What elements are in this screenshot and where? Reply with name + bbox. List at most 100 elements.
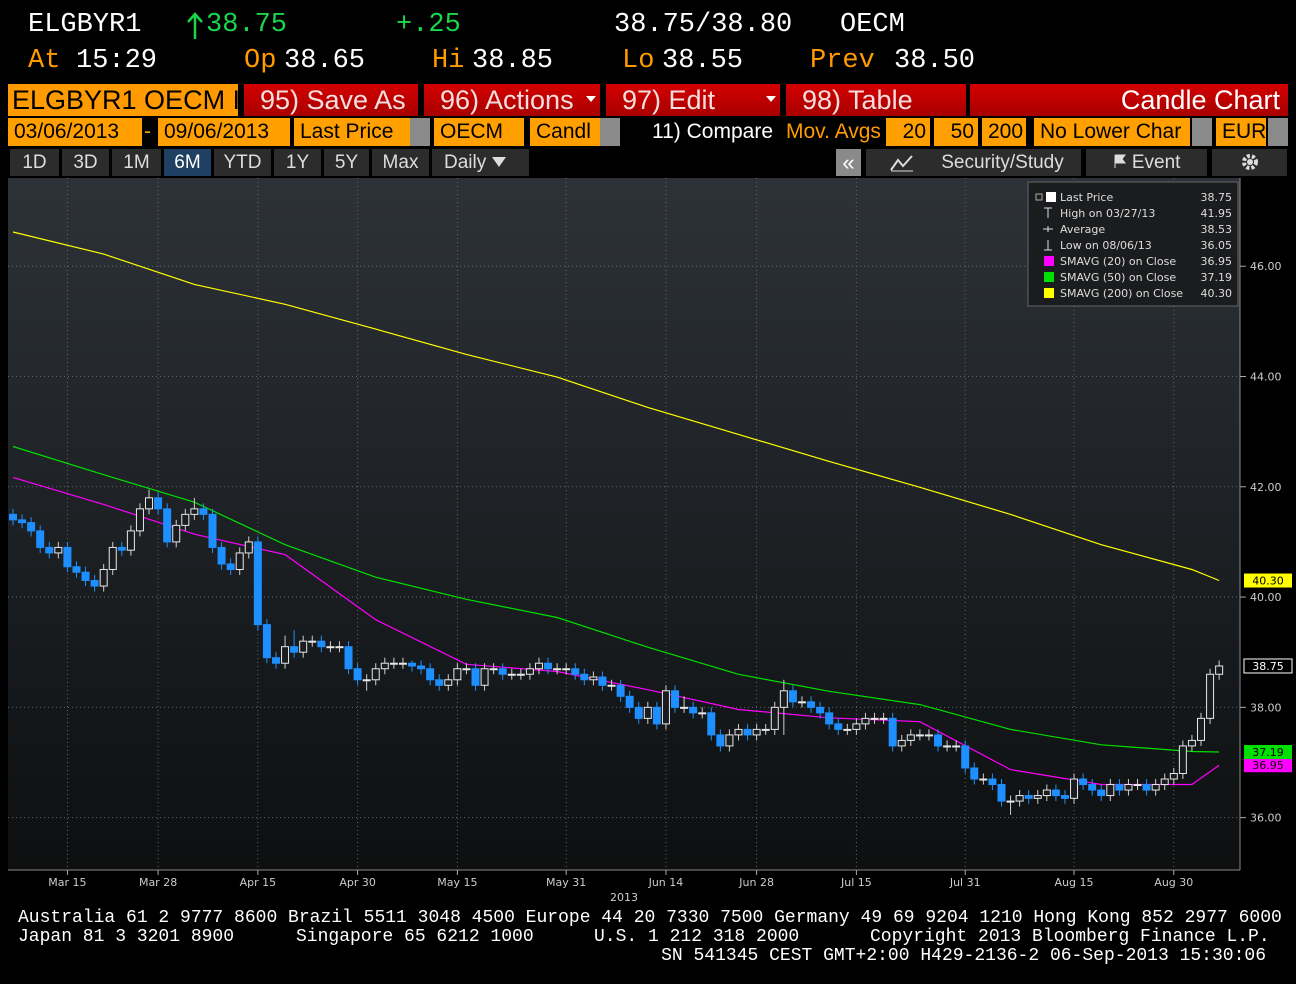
candle-body — [253, 541, 262, 626]
candle-body — [934, 734, 943, 747]
lower-chart-select[interactable]: No Lower Char — [1034, 118, 1190, 146]
collapse-button[interactable]: « — [836, 149, 862, 176]
event-button[interactable]: Event — [1086, 149, 1208, 176]
date-separator: - — [142, 118, 158, 146]
candle-body — [317, 640, 326, 648]
range-tab[interactable]: Max — [372, 149, 430, 176]
candle-body — [1088, 784, 1097, 791]
candle-body — [81, 571, 90, 582]
candle-body — [126, 530, 135, 551]
candle-body — [580, 673, 589, 681]
compare-button[interactable]: 11) Compare — [646, 118, 774, 146]
candle-body — [163, 508, 172, 543]
candle-body — [1187, 739, 1196, 747]
candle-body — [544, 662, 553, 670]
quote-label: Op — [244, 46, 277, 76]
legend-label: SMAVG (50) on Close — [1060, 271, 1176, 284]
candle-body — [861, 717, 870, 725]
candle-body — [643, 706, 652, 719]
candle-body — [444, 679, 453, 686]
dropdown[interactable] — [410, 118, 430, 146]
legend-swatch — [1044, 256, 1054, 266]
last-price: 38.75 — [206, 10, 288, 40]
candle-body — [18, 519, 27, 524]
ma-value-tag — [1244, 573, 1292, 588]
candle-body — [435, 679, 444, 686]
study-icon — [890, 155, 913, 172]
candle-body — [689, 706, 698, 714]
legend-value: 40.30 — [1201, 287, 1233, 300]
range-tab[interactable]: 1D — [10, 149, 60, 176]
candle-body — [1215, 665, 1224, 675]
legend-box — [1027, 181, 1239, 307]
range-tab[interactable]: 5Y — [324, 149, 370, 176]
security-field[interactable]: ELGBYR1 OECM I — [8, 84, 240, 116]
study-label: Security/Study — [941, 152, 1064, 173]
currency-select[interactable]: EUR — [1216, 118, 1266, 146]
quote-value: 38.65 — [284, 46, 366, 76]
ma-period[interactable]: 50 — [934, 118, 978, 146]
candle-body — [362, 679, 371, 682]
study-button[interactable]: Security/Study — [866, 149, 1082, 176]
x-tick-label: Apr 30 — [339, 876, 376, 889]
range-tab[interactable]: 1M — [112, 149, 162, 176]
style-select[interactable]: Candl — [530, 118, 600, 146]
candle-body — [915, 734, 924, 737]
start-date[interactable]: 03/06/2013 — [8, 118, 142, 146]
quote-label: Lo — [622, 46, 655, 76]
pricing-source: OECM — [840, 10, 905, 40]
source-field[interactable]: OECM — [434, 118, 524, 146]
candle-body — [1142, 784, 1151, 791]
candle-body — [489, 668, 498, 671]
end-date[interactable]: 09/06/2013 — [158, 118, 290, 146]
quote-value: 38.55 — [662, 46, 744, 76]
candle-body — [716, 734, 725, 747]
quote-label: At — [28, 46, 61, 76]
candle-body — [625, 695, 634, 708]
candle-body — [852, 723, 861, 730]
range-tab[interactable]: 1Y — [274, 149, 322, 176]
candle-body — [525, 668, 534, 675]
actions-button[interactable]: 96) Actions — [424, 84, 600, 116]
range-tab[interactable]: 3D — [62, 149, 110, 176]
legend-value: 36.05 — [1201, 239, 1233, 252]
y-tick-label: 38.00 — [1250, 701, 1282, 714]
legend-label: SMAVG (200) on Close — [1060, 287, 1183, 300]
table-button[interactable]: 98) Table — [786, 84, 966, 116]
net-change: +.25 — [396, 10, 461, 40]
candle-body — [924, 734, 933, 737]
candle-body — [988, 778, 997, 786]
ma-period[interactable]: 20 — [886, 118, 930, 146]
field-select[interactable]: Last Price — [294, 118, 410, 146]
candle-body — [344, 646, 353, 670]
candle-body — [788, 690, 797, 703]
dropdown[interactable] — [1192, 118, 1212, 146]
candle-body — [308, 640, 317, 643]
candle-body — [1079, 778, 1088, 786]
candle-body — [779, 690, 788, 708]
dropdown[interactable] — [600, 118, 620, 146]
candle-body — [371, 668, 380, 681]
dropdown[interactable] — [1268, 118, 1288, 146]
last-price-tag — [1243, 658, 1293, 674]
candle-body — [99, 568, 108, 587]
settings-button[interactable] — [1212, 149, 1288, 176]
candle-body — [135, 508, 144, 532]
ma-value-tag-label: 36.95 — [1252, 759, 1284, 772]
candle-body — [816, 706, 825, 714]
save-as-button[interactable]: 95) Save As — [244, 84, 418, 116]
range-tab[interactable]: 6M — [164, 149, 212, 176]
candle-body — [843, 728, 852, 731]
candle-body — [770, 706, 779, 730]
ma-period[interactable]: 200 — [982, 118, 1026, 146]
candle-body — [1060, 795, 1069, 799]
range-tab[interactable]: YTD — [214, 149, 272, 176]
edit-button[interactable]: 97) Edit — [606, 84, 780, 116]
event-label: Event — [1131, 152, 1181, 173]
legend-value: 41.95 — [1201, 207, 1233, 220]
footer-line: Copyright 2013 Bloomberg Finance L.P. — [870, 927, 1270, 947]
frequency-select[interactable]: Daily — [432, 149, 530, 176]
candle-body — [1169, 773, 1178, 780]
legend-label: Last Price — [1060, 191, 1113, 204]
candle-body — [870, 717, 879, 720]
